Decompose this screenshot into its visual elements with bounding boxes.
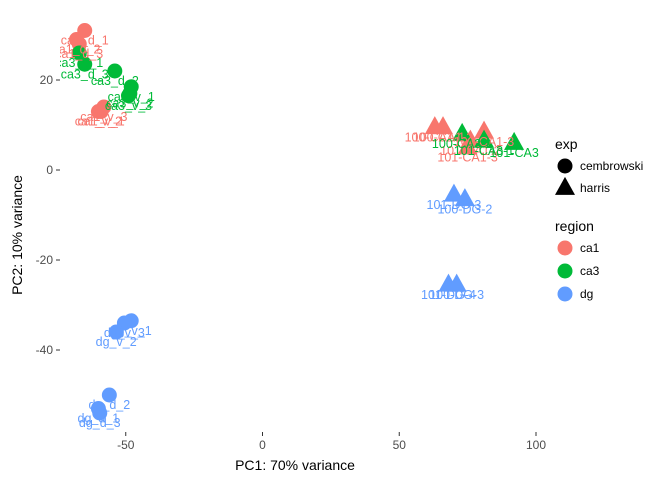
plot-area: [69, 23, 525, 421]
data-point: [107, 63, 123, 79]
point-label: ca1_d_2: [53, 43, 101, 57]
x-tick-label: -50: [117, 438, 135, 452]
y-tick-label: -40: [36, 343, 54, 357]
legend-region-label: ca3: [580, 264, 600, 278]
y-axis-title: PC2: 10% variance: [9, 175, 25, 295]
data-point: [77, 56, 93, 72]
point-label: dg_v_3: [104, 326, 145, 340]
data-point: [120, 88, 136, 104]
data-point: [474, 129, 495, 148]
x-tick-label: 0: [259, 438, 266, 452]
point-label: ca3_v_1: [108, 90, 155, 104]
data-point: [96, 99, 112, 115]
point-label: ca1_d_1: [61, 34, 109, 48]
point-label: ca3_d_3: [61, 67, 109, 81]
y-tick-label: -20: [36, 253, 54, 267]
point-label: dg_d_1: [78, 412, 120, 426]
point-label: 101-CA3-1: [454, 144, 514, 158]
point-label: ca3_v_3: [105, 99, 152, 113]
data-point: [71, 45, 87, 61]
point-label: ca1_v_2: [75, 115, 122, 129]
y-tick-label: 0: [46, 163, 53, 177]
point-label: ca3_d_2: [91, 74, 139, 88]
legend-exp-key: [557, 158, 573, 174]
point-label: 101-CA1-3: [437, 151, 497, 165]
data-point: [504, 131, 525, 150]
point-label: dg_d_2: [88, 398, 130, 412]
point-label: dg_v_1: [111, 324, 152, 338]
point-label: 100-DG-2: [437, 202, 492, 216]
y-tick-label: 20: [40, 73, 54, 87]
legend-region-title: region: [555, 218, 594, 234]
legend-exp-label: harris: [580, 181, 610, 195]
data-point: [101, 387, 117, 403]
point-label: dg_d_3: [79, 416, 121, 430]
data-point: [92, 405, 108, 421]
point-label: 100-CA1-2: [413, 130, 473, 144]
data-point: [457, 136, 478, 155]
data-point: [443, 183, 464, 202]
point-label: 100-DG-3: [429, 288, 484, 302]
x-tick-label: 50: [393, 438, 407, 452]
legend-exp-title: exp: [555, 136, 578, 152]
data-point: [446, 273, 467, 292]
x-axis-title: PC1: 70% variance: [235, 457, 355, 473]
data-point: [108, 324, 124, 340]
data-point: [454, 188, 475, 207]
point-label: 100-CA1-1: [405, 130, 465, 144]
point-label: ca1_v_1: [78, 115, 125, 129]
point-label: 101-CA1-2: [440, 144, 500, 158]
point-label: ca1_d_3: [55, 47, 103, 61]
point-label: dg_v_2: [96, 335, 137, 349]
legend-exp-label: cembrowski: [580, 159, 643, 173]
legend-exp-key: [555, 176, 575, 195]
point-label: 101-CA3: [489, 146, 538, 160]
point-label: ca3_v_2: [106, 97, 153, 111]
x-tick-label: 100: [526, 438, 546, 452]
legend: exp region cembrowski harris ca1 ca3 dg: [555, 136, 643, 302]
point-label: ca3_d_1: [55, 56, 103, 70]
data-point: [433, 116, 454, 135]
legend-region-key: [557, 263, 573, 279]
point-label: 100-CA3-1: [432, 137, 492, 151]
point-label: 100-CA1-3: [454, 135, 514, 149]
point-label: 101-DG-4: [421, 288, 476, 302]
point-label: ca1_v_3: [80, 110, 127, 124]
legend-region-key: [557, 240, 573, 256]
axes: PC1: 70% variance PC2: 10% variance -50 0…: [9, 73, 546, 473]
legend-region-label: dg: [580, 287, 593, 301]
legend-region-label: ca1: [580, 241, 600, 255]
data-point: [452, 122, 473, 141]
legend-region-key: [557, 286, 573, 302]
point-label: 101-DG-3: [427, 198, 482, 212]
